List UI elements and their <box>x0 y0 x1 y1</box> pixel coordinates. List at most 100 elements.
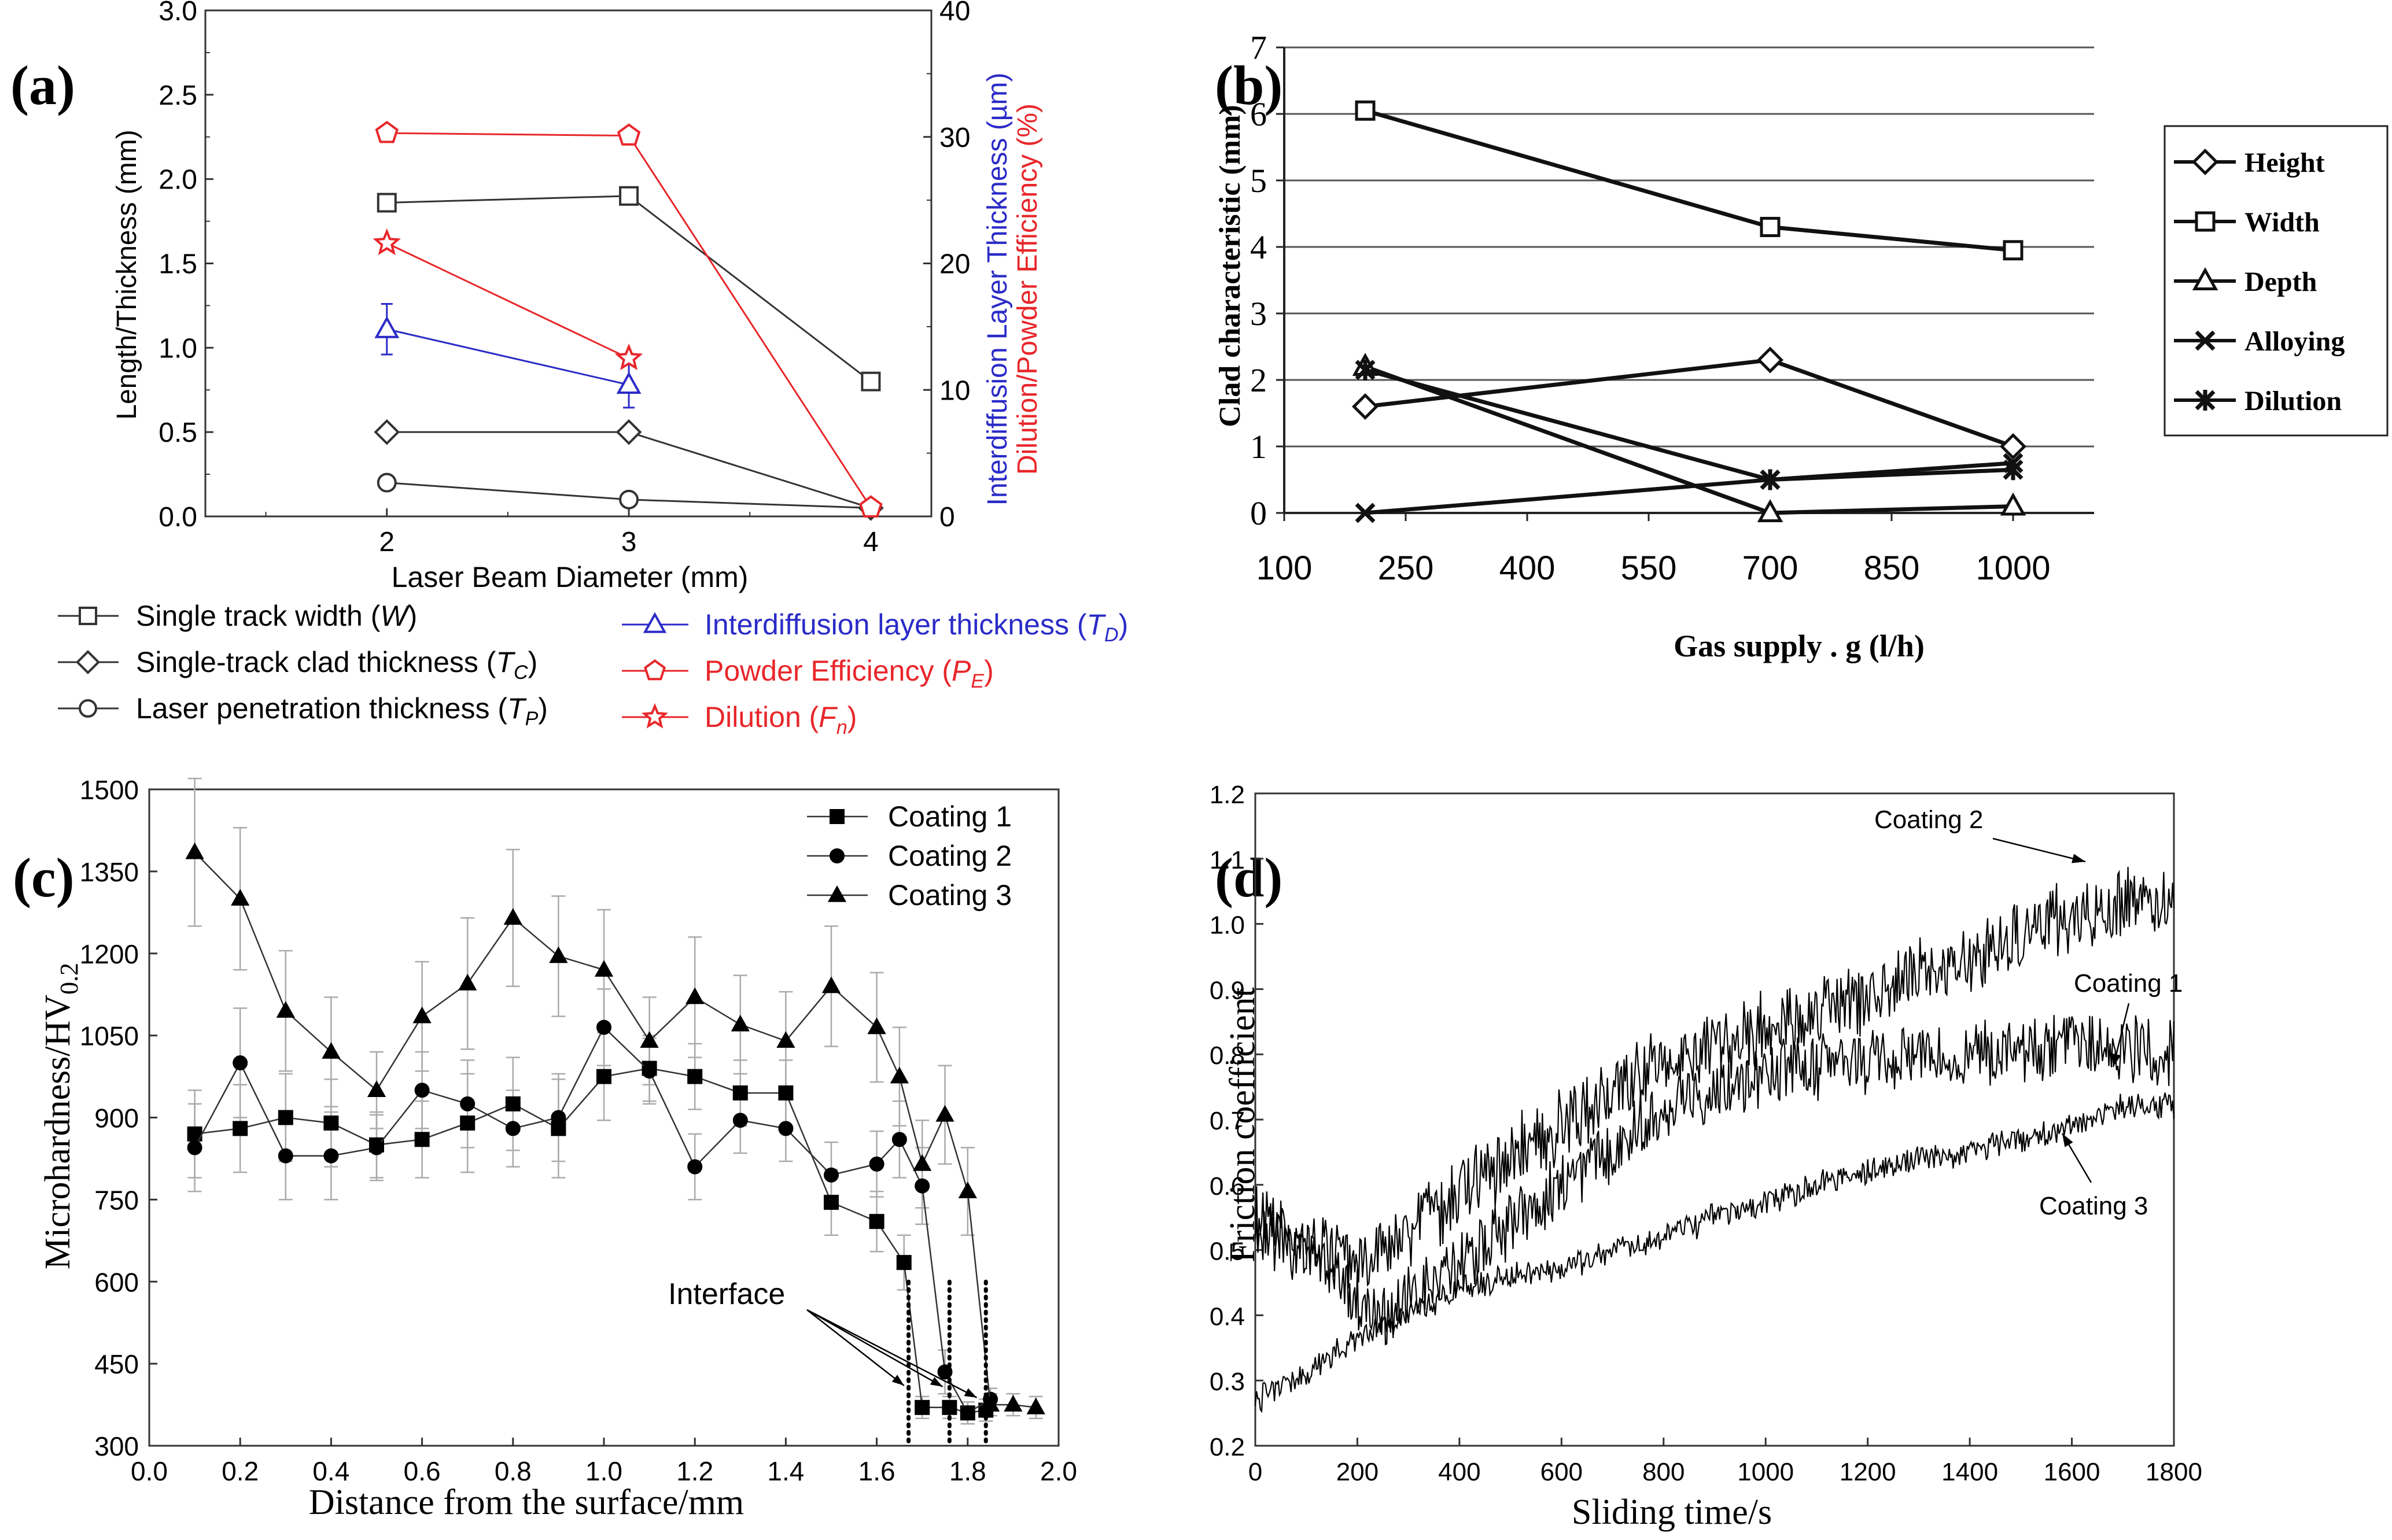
legend-var: T <box>1087 608 1107 641</box>
data-point <box>233 1055 248 1070</box>
panel-b-chart: (b) 0 1 2 3 4 5 6 7 100 250 400 550 700 850 1000 Gas s… <box>1214 29 2389 663</box>
x-tick-label: 800 <box>1642 1458 1685 1486</box>
legend-marker <box>643 612 667 633</box>
legend-label: Dilution <box>2244 386 2342 416</box>
series-line <box>194 851 1036 1409</box>
legend-var: T <box>507 692 527 725</box>
data-point <box>869 1156 884 1172</box>
annotation-arrow <box>1992 837 2086 863</box>
data-point <box>323 1115 339 1131</box>
data-point <box>859 495 883 518</box>
annotation-label: Coating 2 <box>1874 806 1983 834</box>
y-right-axis-title-red: Dilution/Powder Efficiency (%) <box>1012 104 1043 475</box>
x-tick-label: 0.2 <box>222 1456 259 1486</box>
data-point <box>915 1399 930 1415</box>
legend-label: Depth <box>2244 267 2317 297</box>
series-line <box>386 242 629 359</box>
data-point <box>596 1069 611 1084</box>
annotation-arrow <box>806 1309 905 1386</box>
x-tick-label: 1200 <box>1840 1458 1896 1486</box>
plot-area: 300 450 600 750 900 1050 1200 1350 1500 0.0 0.2 0.4… <box>80 775 1077 1486</box>
data-point <box>1026 1397 1045 1415</box>
x-tick-label: 2 <box>379 527 395 557</box>
data-point <box>367 1080 386 1098</box>
legend-label: Alloying <box>2244 326 2345 357</box>
legend-label: Interdiffusion layer thickness (TD) <box>705 608 1128 646</box>
plot-area: 0 1 2 3 4 5 6 7 100 250 400 550 700 850 1000 <box>1250 29 2094 587</box>
y-right-tick-label: 0 <box>939 502 955 533</box>
plot-area: 0.0 0.5 1.0 1.5 2.0 2.5 3.0 0 10 20 30 40 2 3 4 <box>159 0 970 557</box>
legend-marker <box>641 703 669 729</box>
y-tick-label: 3 <box>1250 295 1267 333</box>
y-tick-label: 0.9 <box>1210 976 1245 1004</box>
legend-var: F <box>819 701 838 733</box>
data-point <box>890 1066 909 1084</box>
data-point <box>377 472 397 493</box>
legend-label: Laser penetration thickness (TP) <box>136 692 548 730</box>
data-point <box>1999 433 2027 460</box>
data-point <box>869 1214 884 1229</box>
legend-label: Height <box>2244 147 2325 178</box>
x-tick-label: 200 <box>1336 1458 1379 1486</box>
legend: Single track width (W) Single-track clad … <box>58 600 1128 738</box>
legend-marker <box>79 699 97 718</box>
legend-close: ) <box>408 600 418 632</box>
data-point <box>460 1096 476 1111</box>
y-tick-label: 1050 <box>80 1021 139 1051</box>
x-axis-title: Gas supply . g (l/h) <box>1674 629 1925 663</box>
x-tick-label: 1000 <box>1737 1458 1794 1486</box>
data-point <box>616 371 642 394</box>
x-tick-label: 0.0 <box>131 1456 168 1486</box>
plot-frame <box>1254 792 2175 1447</box>
legend: Height Width Depth Alloying Dilution <box>2164 125 2389 437</box>
legend-sub: n <box>836 717 847 738</box>
legend-label: Coating 2 <box>888 840 1012 872</box>
legend-marker <box>827 885 847 902</box>
y-tick-label: 750 <box>94 1185 139 1215</box>
data-point <box>323 1148 339 1164</box>
data-point <box>614 344 643 371</box>
series-line <box>1365 368 2014 482</box>
y-tick-label: 1 <box>1250 428 1267 466</box>
data-point <box>187 1140 202 1155</box>
data-point <box>1760 217 1781 237</box>
data-point <box>460 1115 476 1131</box>
annotation-interface: Interface <box>668 1277 785 1311</box>
data-point <box>374 316 400 338</box>
y-axis-title: Clad characteristic (mm) <box>1214 105 1247 427</box>
data-point <box>375 120 399 143</box>
series-line <box>1254 1015 2175 1346</box>
y-axis-title-main: Microhardness/HV <box>38 995 78 1269</box>
y-tick-label: 0.6 <box>1210 1172 1245 1201</box>
y-tick-label: 0.0 <box>159 502 197 533</box>
series-line <box>1254 866 2175 1293</box>
legend-var: W <box>380 600 410 632</box>
annotation-arrow <box>806 1309 978 1398</box>
legend-marker <box>2195 390 2216 411</box>
y-tick-label: 0.3 <box>1210 1368 1245 1396</box>
x-tick-label: 2.0 <box>1040 1456 1077 1486</box>
data-point <box>958 1181 977 1198</box>
legend-sub: E <box>971 670 984 692</box>
annotation-arrow <box>806 1309 943 1387</box>
data-point <box>732 1085 748 1100</box>
x-tick-label: 850 <box>1864 549 1920 587</box>
y-axis-title: Microhardness/HV0.2 <box>38 963 83 1269</box>
data-point <box>619 186 639 206</box>
data-point <box>776 1031 795 1048</box>
panel-c-label: (c) <box>13 847 75 909</box>
data-point <box>867 1017 886 1035</box>
y-tick-label: 5 <box>1250 162 1267 200</box>
panel-b-label: (b) <box>1215 54 1282 116</box>
x-tick-label: 0.6 <box>404 1456 441 1486</box>
y-tick-label: 0.5 <box>159 418 197 448</box>
panel-a-chart: (a) 0.0 0.5 1.0 1.5 2.0 2.5 3.0 0 10 20 30 40 2 3 4 La… <box>10 0 1128 738</box>
data-point <box>374 419 400 445</box>
x-tick-label: 700 <box>1742 549 1798 587</box>
data-point <box>824 1195 839 1210</box>
series-line <box>1365 461 2014 515</box>
data-point <box>369 1140 384 1155</box>
legend-label: Single-track clad thickness (TC) <box>136 646 537 684</box>
x-tick-label: 0 <box>1248 1458 1262 1486</box>
y-tick-label: 0.4 <box>1210 1302 1245 1331</box>
